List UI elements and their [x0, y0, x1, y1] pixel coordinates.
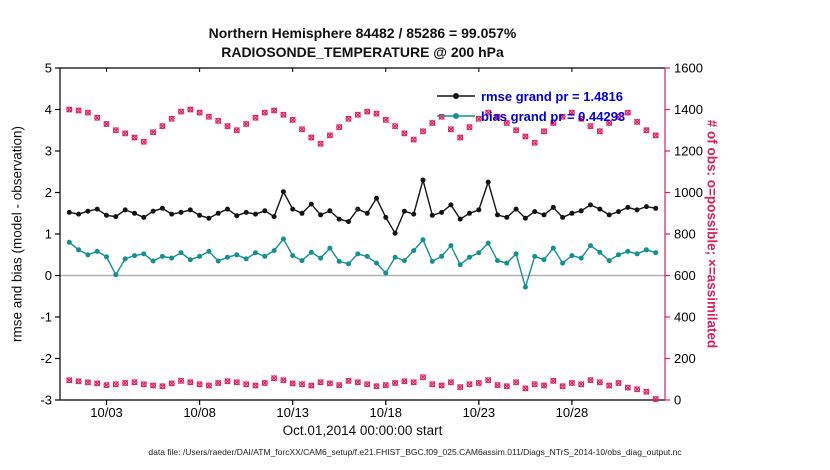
y-axis-right-ticks: 0 200 400 600 800 1000 1200 1400 1600 [665, 61, 703, 408]
legend-entry-rmse: rmse grand pr = 1.4816 [437, 86, 625, 106]
svg-text:400: 400 [674, 310, 696, 325]
svg-text:1: 1 [45, 227, 52, 242]
legend-label-rmse: rmse grand pr = 1.4816 [481, 88, 623, 104]
svg-text:10/18: 10/18 [369, 405, 402, 420]
rmse-series [66, 177, 659, 236]
y-axis-left-ticks: -3 -2 -1 0 1 2 3 4 5 [40, 61, 60, 408]
svg-text:3: 3 [45, 144, 52, 159]
title-line-1: Northern Hemisphere 84482 / 85286 = 99.0… [208, 25, 517, 41]
svg-text:-2: -2 [40, 351, 52, 366]
svg-text:1400: 1400 [674, 102, 703, 117]
y-axis-right-label: # of obs: o=possible; ×=assimilated [704, 119, 720, 349]
svg-text:-1: -1 [40, 310, 52, 325]
title-line-2: RADIOSONDE_TEMPERATURE @ 200 hPa [221, 44, 504, 60]
bias-line-marker-icon [437, 113, 475, 119]
svg-text:800: 800 [674, 227, 696, 242]
svg-text:4: 4 [45, 102, 52, 117]
svg-text:0: 0 [45, 268, 52, 283]
obs-count-upper-series [66, 106, 659, 147]
svg-text:-3: -3 [40, 393, 52, 408]
rmse-line-marker-icon [437, 93, 475, 99]
svg-text:10/23: 10/23 [463, 405, 496, 420]
obs-count-lower-series [66, 374, 659, 403]
svg-text:0: 0 [674, 393, 681, 408]
chart-title: Northern Hemisphere 84482 / 85286 = 99.0… [60, 24, 665, 62]
svg-text:5: 5 [45, 61, 52, 76]
y-axis-left-label: rmse and bias (model - observation) [9, 125, 25, 343]
svg-text:1200: 1200 [674, 144, 703, 159]
data-file-path: data file: /Users/raeder/DAI/ATM_forcXX/… [148, 447, 682, 457]
svg-text:200: 200 [674, 351, 696, 366]
svg-text:10/08: 10/08 [183, 405, 216, 420]
legend: rmse grand pr = 1.4816 bias grand pr = 0… [437, 86, 625, 126]
x-axis-ticks: 10/03 10/08 10/13 10/18 10/23 10/28 [90, 68, 588, 420]
svg-text:1600: 1600 [674, 61, 703, 76]
bias-series [66, 236, 659, 290]
svg-text:600: 600 [674, 268, 696, 283]
legend-label-bias: bias grand pr = 0.44293 [481, 108, 626, 124]
svg-text:10/03: 10/03 [90, 405, 123, 420]
legend-entry-bias: bias grand pr = 0.44293 [437, 106, 625, 126]
svg-text:1000: 1000 [674, 185, 703, 200]
svg-text:10/13: 10/13 [276, 405, 309, 420]
x-axis-label: Oct.01,2014 00:00:00 start [282, 423, 443, 438]
svg-text:10/28: 10/28 [556, 405, 589, 420]
svg-text:2: 2 [45, 185, 52, 200]
